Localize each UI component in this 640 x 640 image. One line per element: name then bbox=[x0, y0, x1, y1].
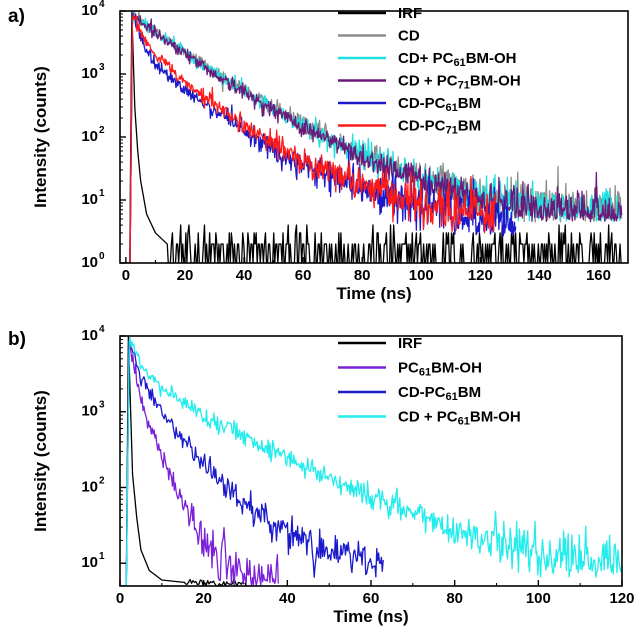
legend-item: CD + PC71BM-OH bbox=[338, 73, 521, 92]
legend-item: IRF bbox=[338, 335, 422, 352]
y-axis-title: Intensity (counts) bbox=[31, 66, 50, 208]
y-tick-label: 10 bbox=[81, 254, 98, 271]
x-tick-label: 40 bbox=[236, 267, 253, 284]
series-line-cd-pc71bm bbox=[120, 14, 496, 263]
legend-label: CD-PC71BM bbox=[398, 118, 481, 137]
series-group bbox=[120, 11, 623, 263]
legend-item: IRF bbox=[338, 5, 422, 22]
x-tick-label: 40 bbox=[279, 590, 296, 607]
y-tick-exponent: 0 bbox=[99, 251, 105, 262]
y-tick-exponent: 2 bbox=[99, 125, 105, 136]
legend-item: CD bbox=[338, 28, 420, 45]
legend-label: CD-PC61BM bbox=[398, 95, 481, 114]
legend-item: CD+ PC61BM-OH bbox=[338, 50, 517, 69]
panel-label: a) bbox=[8, 6, 25, 27]
x-tick-label: 60 bbox=[363, 590, 380, 607]
x-tick-label: 120 bbox=[468, 267, 493, 284]
x-tick-label: 120 bbox=[609, 590, 634, 607]
legend: IRF CD CD+ PC61BM-OH CD + PC71BM-OH CD-PC61B… bbox=[338, 5, 521, 136]
legend-label: CD + PC71BM-OH bbox=[398, 73, 521, 92]
series-line-cd bbox=[120, 11, 623, 263]
x-tick-label: 0 bbox=[122, 267, 130, 284]
x-tick-label: 80 bbox=[354, 267, 371, 284]
y-tick-exponent: 1 bbox=[99, 188, 105, 199]
y-tick-exponent: 3 bbox=[99, 400, 105, 411]
x-tick-label: 60 bbox=[295, 267, 312, 284]
y-tick-exponent: 4 bbox=[99, 324, 105, 335]
panel-label: b) bbox=[8, 329, 26, 350]
y-tick-exponent: 2 bbox=[99, 475, 105, 486]
legend-label: CD-PC61BM bbox=[398, 384, 481, 403]
legend-item: CD-PC71BM bbox=[338, 118, 481, 137]
legend-label: CD+ PC61BM-OH bbox=[398, 50, 517, 69]
series-line-cd-pc71bm-oh bbox=[120, 12, 623, 263]
legend-label: CD bbox=[398, 28, 420, 45]
y-tick-exponent: 3 bbox=[99, 62, 105, 73]
y-tick-exponent: 4 bbox=[99, 0, 105, 10]
series-line-irf bbox=[120, 336, 245, 586]
legend-label: PC61BM-OH bbox=[398, 360, 482, 379]
x-tick-label: 20 bbox=[195, 590, 212, 607]
legend-label: IRF bbox=[398, 335, 422, 352]
y-tick-label: 10 bbox=[81, 403, 98, 420]
y-tick-label: 10 bbox=[81, 65, 98, 82]
series-line-cd-pc61bm bbox=[120, 340, 384, 586]
legend-label: CD + PC61BM-OH bbox=[398, 409, 521, 428]
y-tick-label: 10 bbox=[81, 554, 98, 571]
y-tick-label: 10 bbox=[81, 327, 98, 344]
x-tick-label: 100 bbox=[409, 267, 434, 284]
legend-item: CD-PC61BM bbox=[338, 384, 481, 403]
legend-item: PC61BM-OH bbox=[338, 360, 482, 379]
legend-item: CD + PC61BM-OH bbox=[338, 409, 521, 428]
x-tick-label: 160 bbox=[586, 267, 611, 284]
series-line-cd-pc61bm-oh bbox=[120, 336, 622, 586]
x-axis-title: Time (ns) bbox=[333, 607, 408, 626]
series-line-cd-pc61bm-oh bbox=[120, 11, 623, 263]
y-axis-title: Intensity (counts) bbox=[31, 390, 50, 532]
x-tick-label: 20 bbox=[177, 267, 194, 284]
x-axis-title: Time (ns) bbox=[336, 284, 411, 303]
y-tick-label: 10 bbox=[81, 478, 98, 495]
legend-item: CD-PC61BM bbox=[338, 95, 481, 114]
x-tick-label: 80 bbox=[446, 590, 463, 607]
x-tick-label: 140 bbox=[527, 267, 552, 284]
series-line-pc61bm-oh bbox=[120, 339, 279, 586]
x-tick-label: 100 bbox=[526, 590, 551, 607]
series-line-irf bbox=[120, 11, 623, 263]
plot-frame bbox=[119, 10, 629, 264]
y-tick-exponent: 1 bbox=[99, 551, 105, 562]
legend: IRF PC61BM-OH CD-PC61BM CD + PC61BM-OH bbox=[338, 335, 521, 427]
y-tick-label: 10 bbox=[81, 191, 98, 208]
y-tick-label: 10 bbox=[81, 2, 98, 19]
x-tick-label: 0 bbox=[116, 590, 124, 607]
y-tick-label: 10 bbox=[81, 128, 98, 145]
legend-label: IRF bbox=[398, 5, 422, 22]
plot-frame bbox=[119, 335, 623, 587]
series-group bbox=[120, 336, 622, 586]
